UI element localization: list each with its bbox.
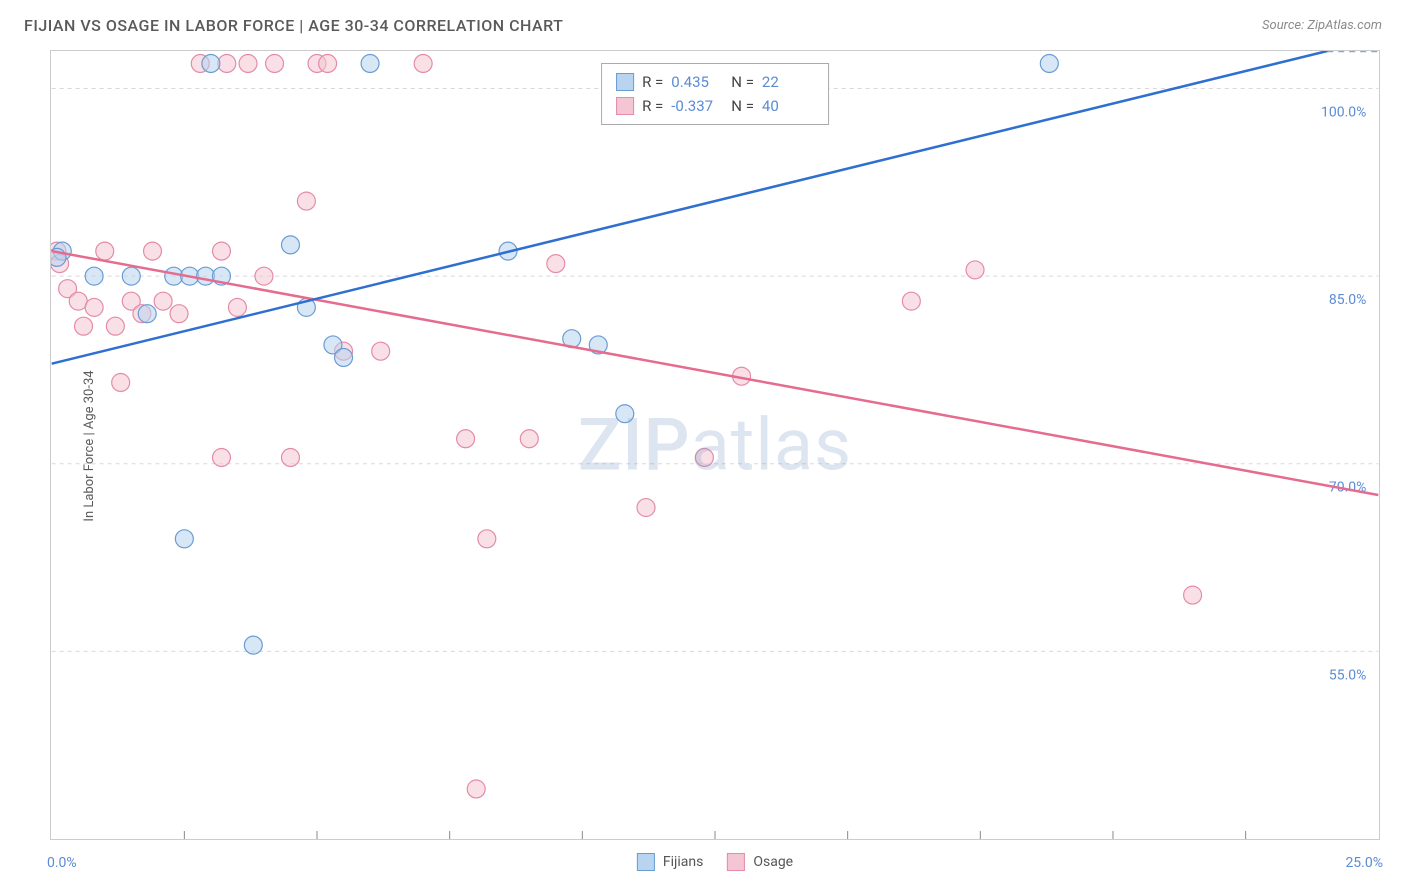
chart-container: 55.0%70.0%85.0%100.0% ZIPatlas R = 0.435… bbox=[50, 50, 1380, 840]
scatter-plot: 55.0%70.0%85.0%100.0% bbox=[51, 51, 1379, 839]
legend-item-fijians: Fijians bbox=[637, 853, 703, 871]
bottom-legend: Fijians Osage bbox=[637, 853, 793, 871]
stats-row-fijians: R = 0.435 N = 22 bbox=[616, 70, 814, 94]
n-value-osage: 40 bbox=[762, 94, 814, 118]
chart-source: Source: ZipAtlas.com bbox=[1262, 18, 1382, 33]
svg-text:85.0%: 85.0% bbox=[1329, 292, 1366, 308]
x-axis-max-label: 25.0% bbox=[1345, 855, 1383, 871]
chart-header: FIJIAN VS OSAGE IN LABOR FORCE | AGE 30-… bbox=[0, 0, 1406, 47]
legend-swatch-fijians bbox=[637, 853, 655, 871]
r-value-fijians: 0.435 bbox=[671, 70, 723, 94]
r-label: R = bbox=[642, 94, 663, 118]
n-label: N = bbox=[731, 94, 754, 118]
swatch-fijians bbox=[616, 73, 634, 91]
svg-text:55.0%: 55.0% bbox=[1329, 667, 1366, 683]
svg-text:100.0%: 100.0% bbox=[1321, 104, 1366, 120]
chart-title: FIJIAN VS OSAGE IN LABOR FORCE | AGE 30-… bbox=[24, 16, 563, 35]
r-value-osage: -0.337 bbox=[671, 94, 723, 118]
legend-item-osage: Osage bbox=[727, 853, 793, 871]
n-value-fijians: 22 bbox=[762, 70, 814, 94]
legend-swatch-osage bbox=[727, 853, 745, 871]
legend-label-fijians: Fijians bbox=[663, 854, 703, 870]
stats-row-osage: R = -0.337 N = 40 bbox=[616, 94, 814, 118]
swatch-osage bbox=[616, 97, 634, 115]
stats-box: R = 0.435 N = 22 R = -0.337 N = 40 bbox=[601, 63, 829, 125]
n-label: N = bbox=[731, 70, 754, 94]
r-label: R = bbox=[642, 70, 663, 94]
x-axis-min-label: 0.0% bbox=[47, 855, 77, 871]
legend-label-osage: Osage bbox=[753, 854, 793, 870]
